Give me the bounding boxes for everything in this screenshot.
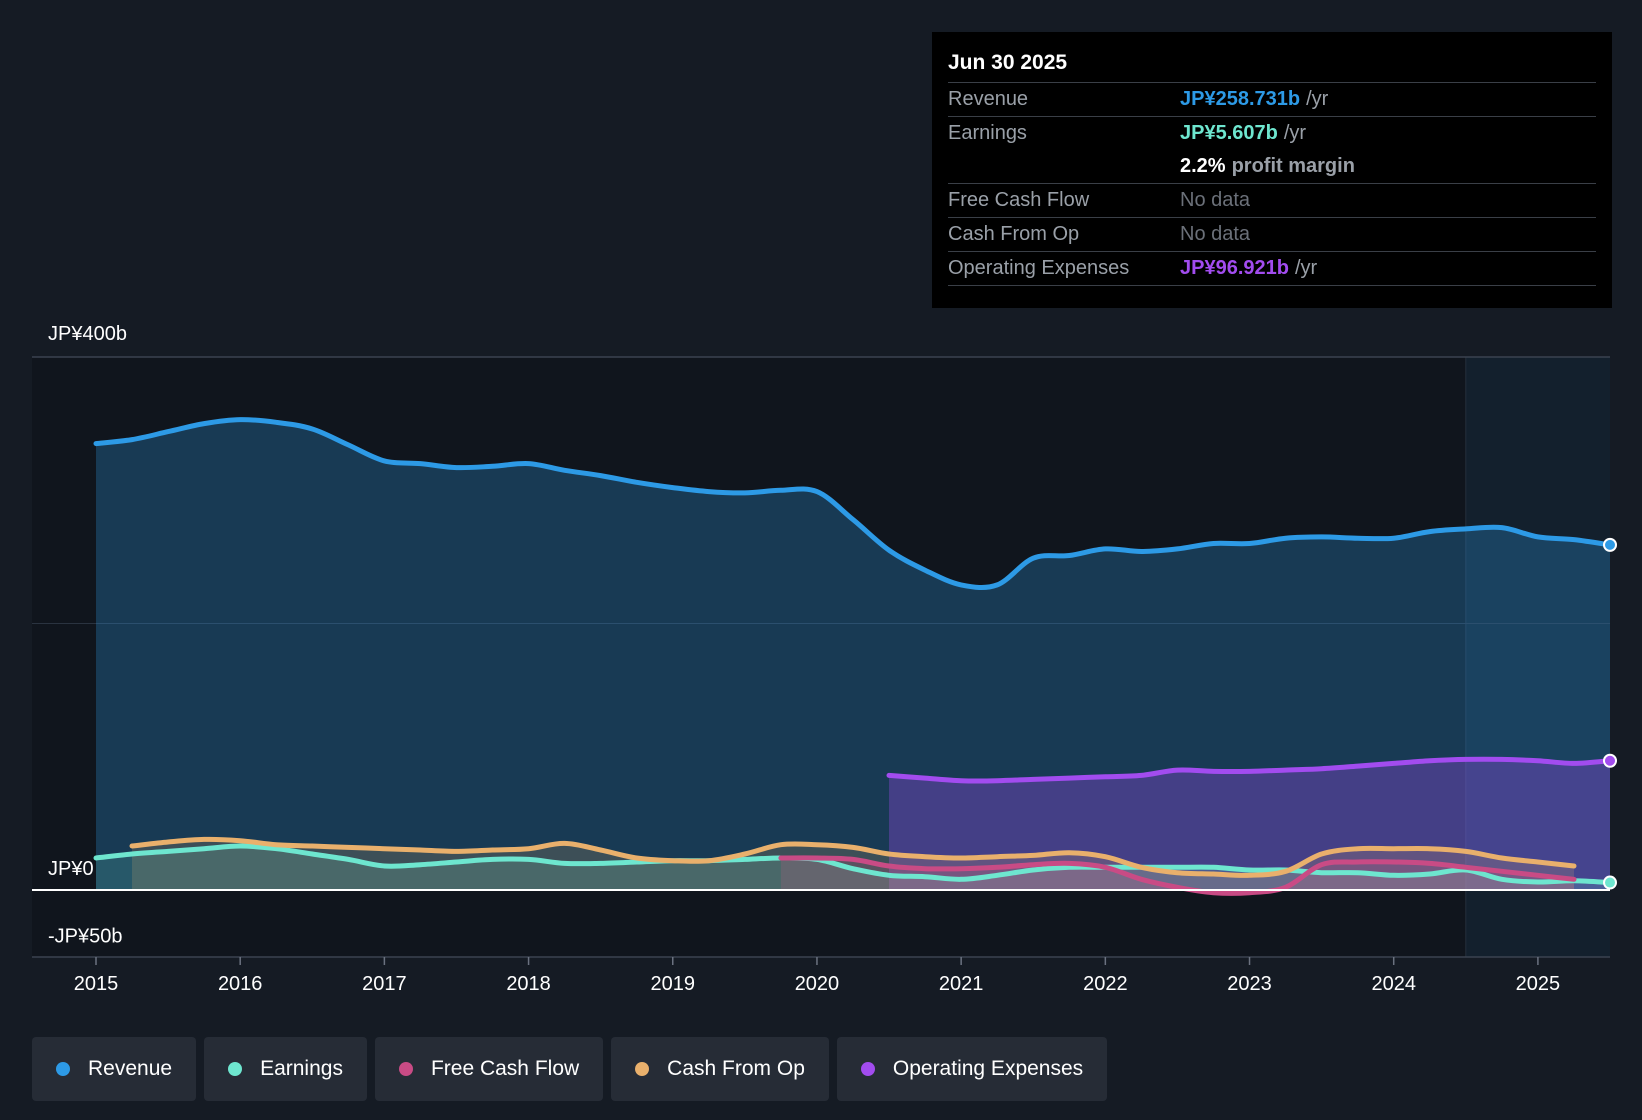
series-lines bbox=[93, 417, 1617, 896]
tooltip-cfo-value: No data bbox=[1180, 223, 1251, 245]
line-free-cash-flow bbox=[778, 855, 1577, 896]
tooltip-fcf-value: No data bbox=[1180, 189, 1251, 211]
line-earnings bbox=[93, 843, 1613, 885]
legend-label: Free Cash Flow bbox=[430, 1057, 580, 1080]
x-tick-label: 2017 bbox=[362, 973, 407, 995]
tooltip-earnings-label: Earnings bbox=[948, 122, 1027, 144]
tooltip-row-cfo: Cash From Op No data bbox=[948, 217, 1596, 251]
x-tick-label: 2023 bbox=[1227, 973, 1272, 995]
tooltip-opex-value: JP¥96.921b bbox=[1180, 257, 1289, 279]
x-tick-label: 2018 bbox=[506, 973, 551, 995]
legend-dot-icon bbox=[860, 1062, 875, 1076]
line-revenue bbox=[93, 417, 1613, 590]
tooltip-row-revenue: Revenue JP¥258.731b/yr bbox=[948, 82, 1596, 116]
legend-dot-icon bbox=[56, 1062, 70, 1076]
data-tooltip: Jun 30 2025 Revenue JP¥258.731b/yr Earni… bbox=[932, 32, 1612, 308]
end-marker-operating-expenses bbox=[1603, 753, 1617, 768]
legend-item-earnings[interactable]: Earnings bbox=[204, 1037, 367, 1101]
legend-label: Cash From Op bbox=[667, 1057, 805, 1080]
tooltip-unit: /yr bbox=[1306, 88, 1329, 110]
tooltip-opex-label: Operating Expenses bbox=[948, 257, 1130, 279]
axes: JP¥400b JP¥0 -JP¥50b 2015 2016 2017 2018 2019 20… bbox=[32, 323, 1610, 995]
x-tick-label: 2020 bbox=[795, 973, 840, 995]
tooltip-fcf-label: Free Cash Flow bbox=[948, 189, 1090, 211]
y-tick-label: -JP¥50b bbox=[48, 926, 123, 948]
area-earnings bbox=[96, 846, 1610, 890]
x-tick-label: 2016 bbox=[218, 973, 263, 995]
legend-item-cash-from-op[interactable]: Cash From Op bbox=[611, 1037, 829, 1101]
legend-item-free-cash-flow[interactable]: Free Cash Flow bbox=[374, 1037, 604, 1101]
tooltip-cfo-label: Cash From Op bbox=[948, 223, 1080, 245]
tooltip-date: Jun 30 2025 bbox=[948, 51, 1068, 74]
x-tick-label: 2019 bbox=[651, 973, 696, 995]
legend-item-revenue[interactable]: Revenue bbox=[32, 1037, 197, 1101]
legend-dot-icon bbox=[398, 1062, 413, 1076]
y-tick-label: JP¥0 bbox=[48, 858, 94, 880]
legend-label: Revenue bbox=[88, 1057, 173, 1080]
y-tick-label: JP¥400b bbox=[48, 323, 127, 345]
tooltip-revenue-label: Revenue bbox=[948, 88, 1029, 110]
tooltip-earnings-value: JP¥5.607b bbox=[1180, 122, 1278, 144]
end-marker-revenue bbox=[1603, 537, 1617, 552]
legend-dot-icon bbox=[228, 1062, 243, 1076]
tooltip-margin-label: profit margin bbox=[1231, 155, 1355, 177]
tooltip-row-margin: 2.2% profit margin bbox=[948, 150, 1596, 183]
area-free-cash-flow bbox=[780, 857, 1574, 894]
chart-legend: Revenue Earnings Free Cash Flow Cash Fro… bbox=[32, 1037, 1108, 1101]
x-tick-label: 2015 bbox=[74, 973, 119, 995]
tooltip-row-earnings: Earnings JP¥5.607b/yr bbox=[948, 116, 1596, 150]
tooltip-margin-value: 2.2% bbox=[1180, 155, 1226, 177]
x-tick-label: 2021 bbox=[939, 973, 984, 995]
line-cash-from-op bbox=[129, 836, 1577, 878]
line-operating-expenses bbox=[886, 756, 1613, 784]
tooltip-revenue-value: JP¥258.731b bbox=[1180, 88, 1301, 110]
tooltip-row-fcf: Free Cash Flow No data bbox=[948, 183, 1596, 217]
end-marker-earnings bbox=[1603, 875, 1617, 890]
x-tick-label: 2025 bbox=[1516, 973, 1561, 995]
legend-item-operating-expenses[interactable]: Operating Expenses bbox=[836, 1037, 1108, 1101]
x-tick-label: 2022 bbox=[1083, 973, 1128, 995]
tooltip-row-opex: Operating Expenses JP¥96.921b/yr bbox=[948, 251, 1596, 286]
legend-label: Operating Expenses bbox=[892, 1057, 1084, 1080]
x-tick-label: 2024 bbox=[1371, 973, 1416, 995]
legend-dot-icon bbox=[635, 1062, 650, 1076]
legend-label: Earnings bbox=[260, 1057, 343, 1080]
area-operating-expenses bbox=[889, 759, 1610, 890]
tooltip-unit: /yr bbox=[1283, 122, 1307, 144]
tooltip-unit: /yr bbox=[1294, 257, 1318, 279]
